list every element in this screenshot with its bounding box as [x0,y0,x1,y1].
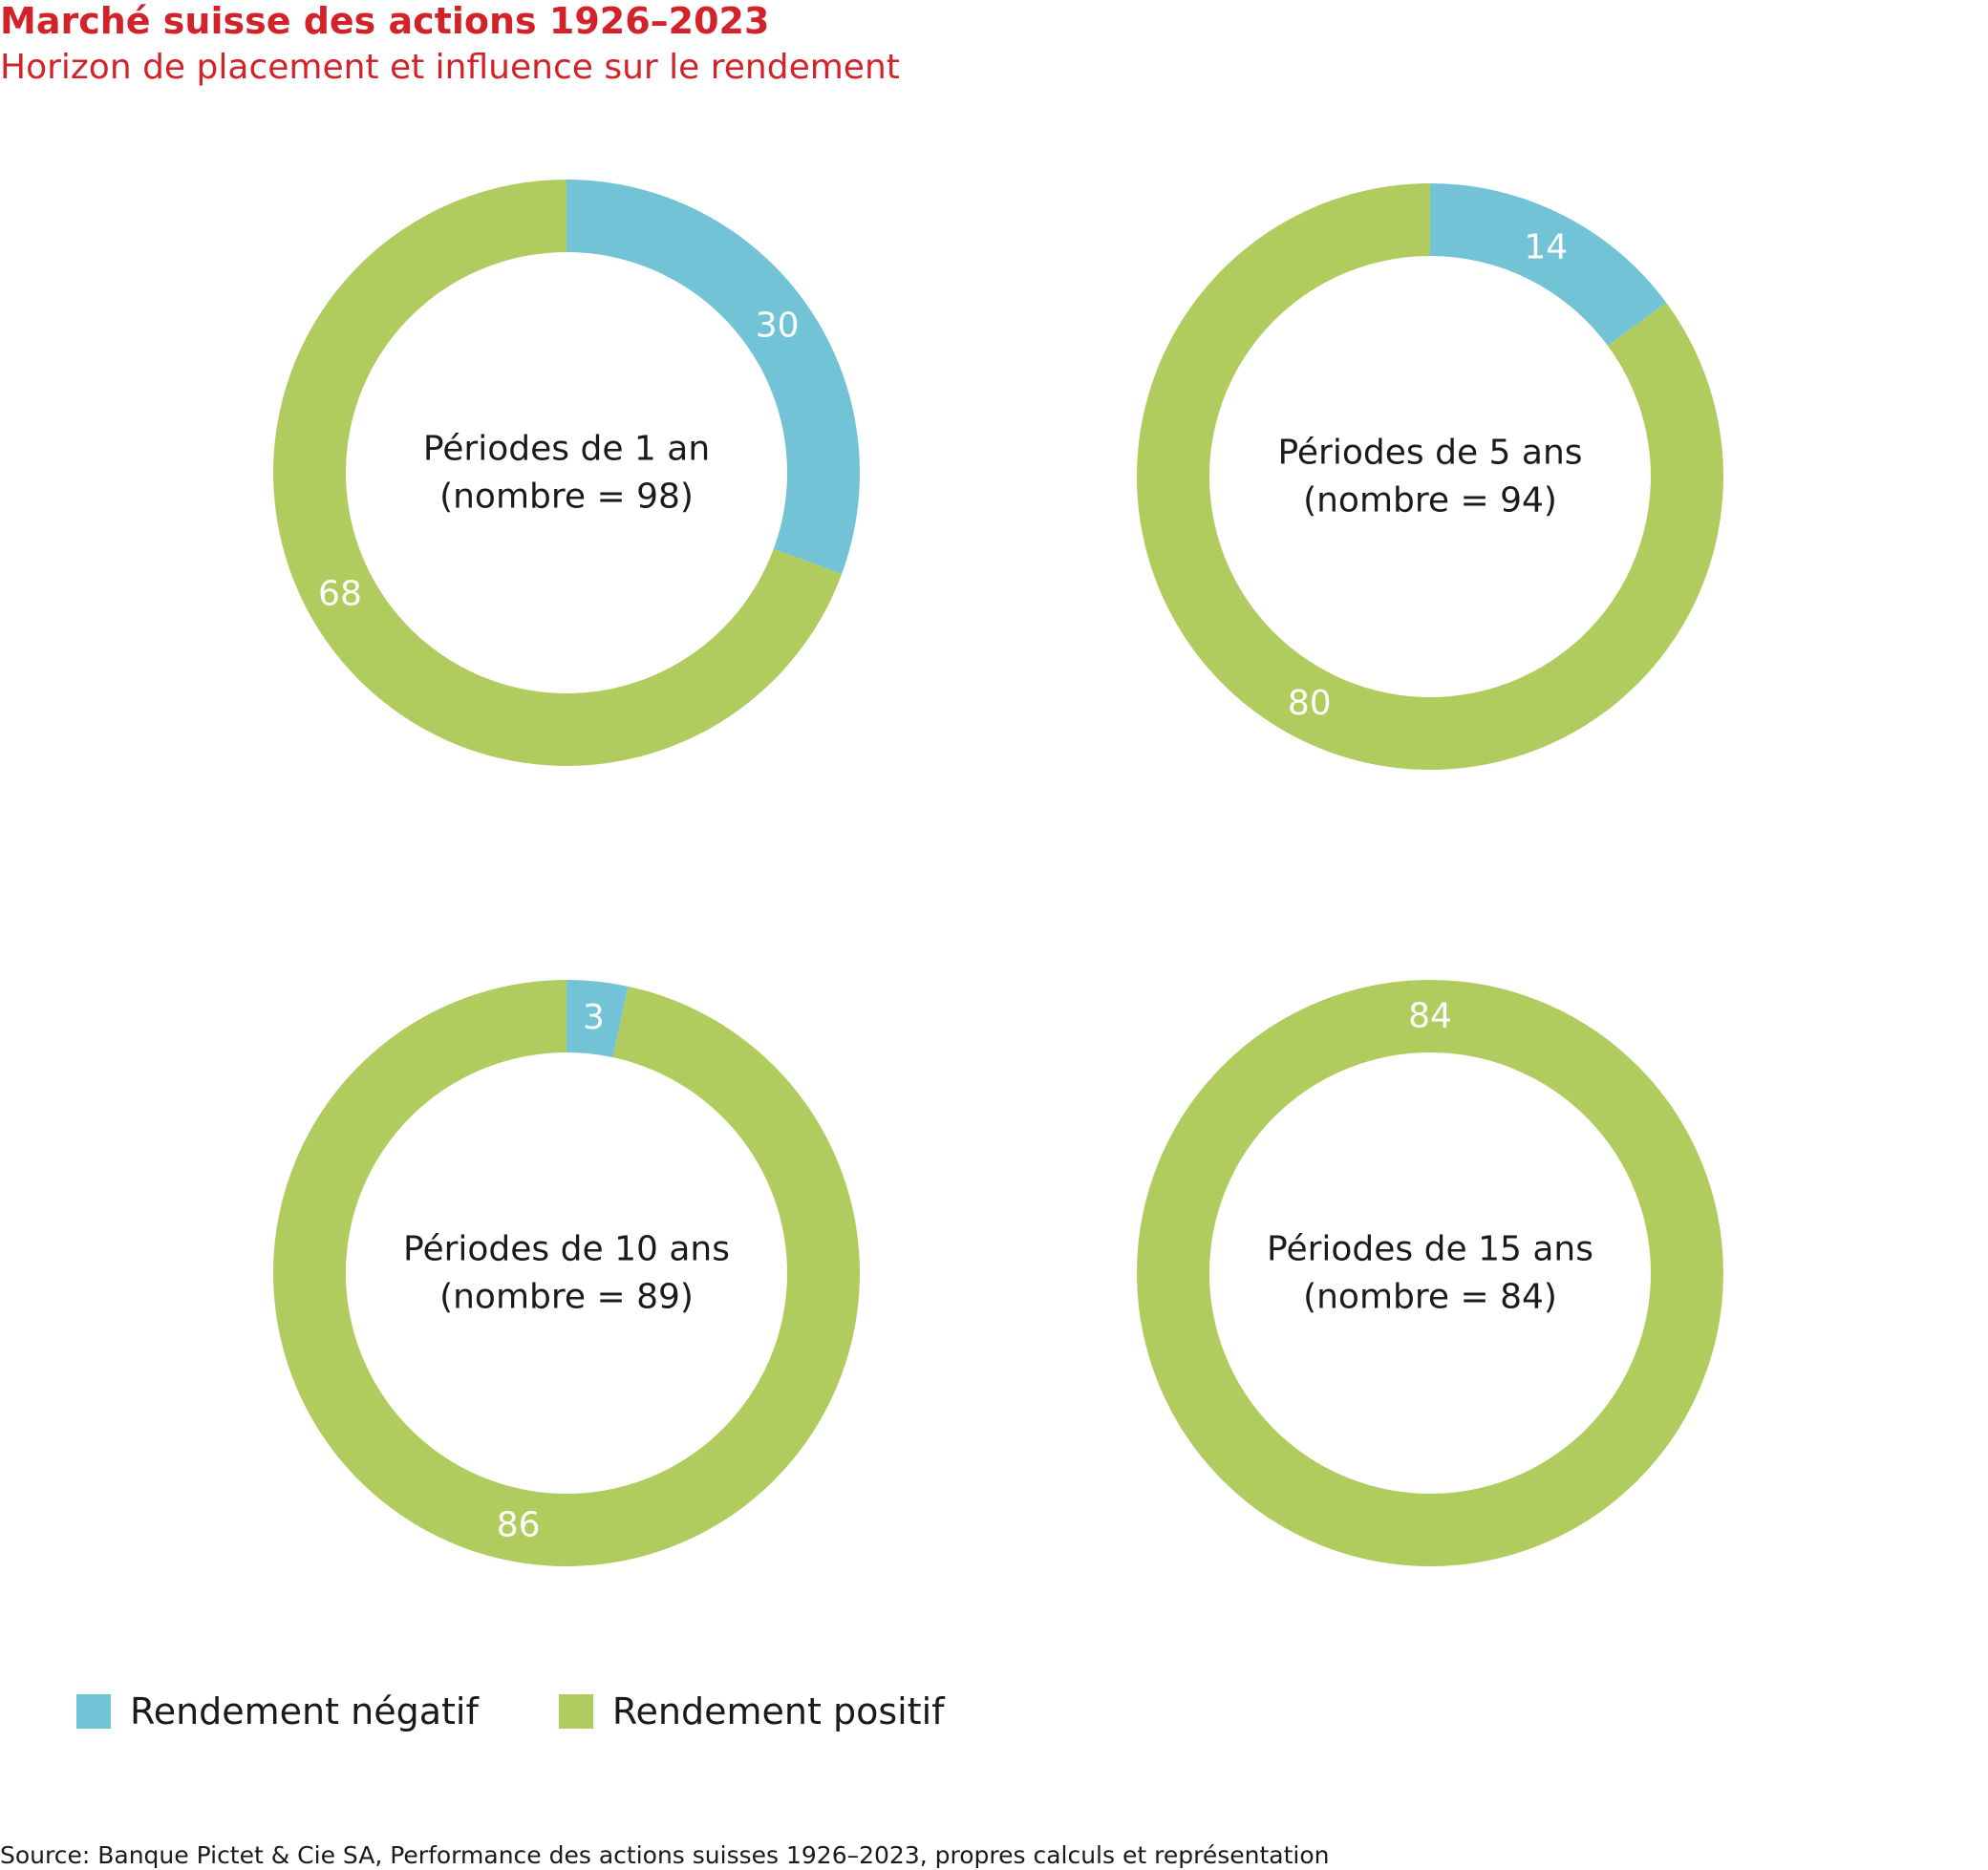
source-note: Source: Banque Pictet & Cie SA, Performa… [0,1841,1330,1869]
donut-2-center-label-0: Périodes de 10 ans [403,1230,730,1269]
donut-3-center-label-1: (nombre = 84) [1303,1278,1557,1317]
donut-2-slice-1 [272,980,860,1566]
donut-2-value-label-1: 86 [497,1506,541,1545]
donut-1-value-label-0: 14 [1524,227,1568,266]
legend-swatch-positive [558,1694,593,1729]
donut-1-value-label-1: 80 [1288,684,1332,723]
donut-2-slice-0 [566,980,629,1058]
donut-0-center-label-0: Périodes de 1 an [423,430,710,469]
legend-item-negative: Rendement négatif [76,1690,479,1732]
legend-label-positive: Rendement positif [611,1690,945,1732]
donut-0-center-label-1: (nombre = 98) [439,478,694,517]
donut-3-slice-0 [1137,980,1723,1566]
donut-2-value-label-0: 3 [583,998,605,1037]
legend: Rendement négatif Rendement positif [76,1690,1025,1732]
chart-title: Marché suisse des actions 1926–2023 [0,0,770,42]
donut-3-value-label-0: 84 [1408,997,1452,1036]
donut-0-slice-0 [566,180,860,575]
legend-swatch-negative [76,1694,111,1729]
donut-1-center-label-0: Périodes de 5 ans [1277,434,1582,473]
chart-subtitle: Horizon de placement et influence sur le… [0,48,900,87]
donut-1-center-label-1: (nombre = 94) [1303,481,1557,521]
legend-label-negative: Rendement négatif [130,1690,479,1732]
donut-0-value-label-1: 68 [318,575,362,614]
donut-2-center-label-1: (nombre = 89) [439,1278,694,1317]
donut-1-slice-0 [1430,183,1667,346]
legend-item-positive: Rendement positif [558,1690,945,1732]
donut-3-center-label-0: Périodes de 15 ans [1267,1230,1593,1269]
donut-0-value-label-0: 30 [756,307,800,346]
